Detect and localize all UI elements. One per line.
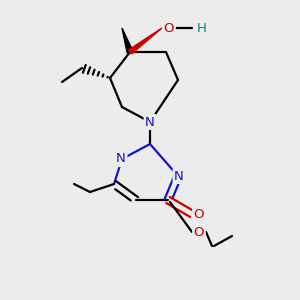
Polygon shape: [122, 28, 133, 53]
Text: O: O: [194, 208, 204, 220]
Text: O: O: [164, 22, 174, 34]
Text: O: O: [194, 226, 204, 238]
Text: N: N: [145, 116, 155, 128]
Text: H: H: [197, 22, 207, 34]
Text: N: N: [174, 169, 184, 182]
Polygon shape: [128, 28, 162, 54]
Text: N: N: [116, 152, 126, 166]
